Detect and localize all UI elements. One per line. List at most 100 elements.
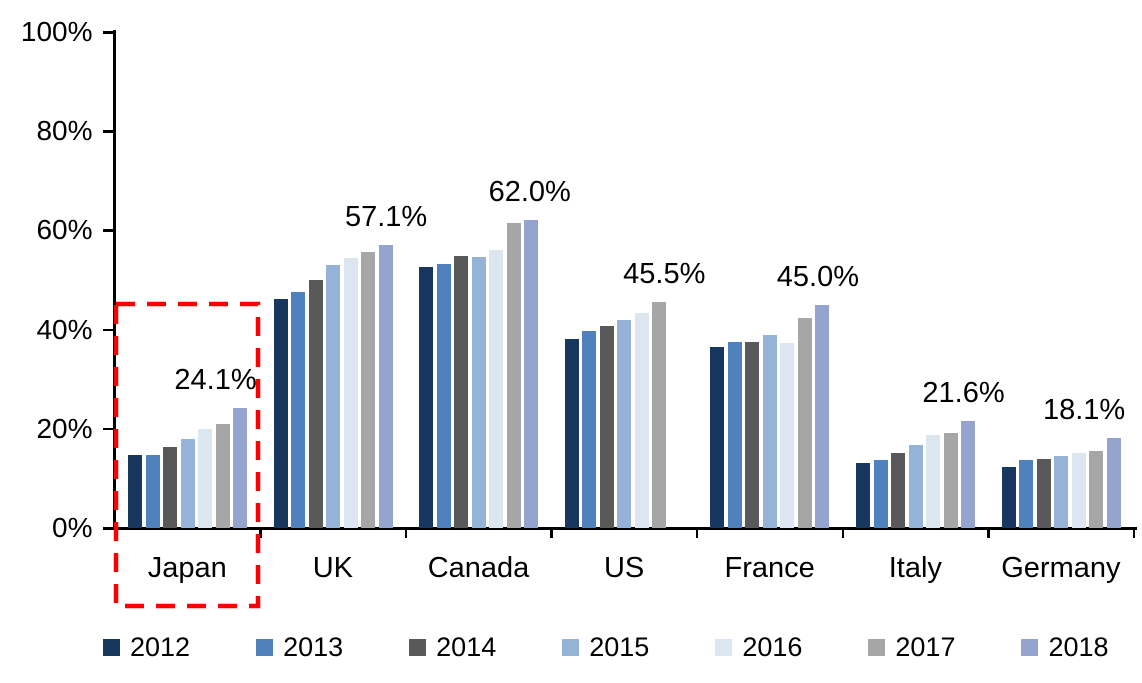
legend-label: 2013 — [283, 632, 344, 662]
bar-italy-2013 — [873, 459, 888, 528]
x-axis-category-label: Canada — [427, 552, 530, 584]
x-axis-tick — [987, 528, 990, 538]
bar-germany-2018 — [1106, 438, 1121, 528]
bar-italy-2018 — [961, 420, 975, 528]
bar-germany-2016 — [1071, 453, 1086, 528]
legend-swatch-2013 — [256, 638, 274, 656]
bar-us-2012 — [564, 339, 579, 528]
legend-swatch-2017 — [868, 638, 886, 656]
bar-germany-2015 — [1054, 456, 1069, 528]
legend-label: 2016 — [742, 632, 803, 662]
bar-canada-2016 — [489, 250, 504, 528]
bar-uk-2013 — [291, 291, 306, 528]
bar-france-2016 — [780, 343, 795, 528]
bar-france-2018 — [815, 304, 830, 528]
bar-japan-2012 — [128, 454, 142, 528]
legend-swatch-2012 — [103, 638, 120, 656]
data-label-canada: 62.0% — [488, 176, 571, 209]
y-axis-tick-label: 60% — [36, 214, 93, 246]
legend-item-2015: 2015 — [562, 632, 649, 662]
x-axis-category-label: Germany — [1001, 552, 1121, 584]
y-axis-tick — [102, 130, 115, 133]
bar-us-2015 — [617, 320, 632, 528]
legend-item-2012: 2012 — [103, 632, 190, 662]
x-axis-tick — [695, 528, 699, 538]
bar-canada-2013 — [436, 264, 451, 528]
bar-japan-2015 — [180, 439, 195, 528]
y-axis-tick — [102, 427, 115, 431]
y-axis-tick — [102, 31, 115, 34]
bar-france-2015 — [762, 334, 777, 528]
data-label-france: 45.0% — [776, 260, 859, 293]
legend-label: 2012 — [130, 632, 191, 662]
data-label-italy: 21.6% — [922, 376, 1005, 409]
bar-canada-2014 — [454, 256, 469, 528]
x-axis-category-label: UK — [312, 552, 354, 584]
bar-us-2016 — [634, 313, 649, 528]
legend-item-2018: 2018 — [1021, 632, 1109, 662]
legend: 2012 2013 2014 2015 2016 2017 2018 — [103, 632, 1113, 662]
bar-japan-2018 — [233, 408, 247, 528]
x-axis-category-label: Italy — [888, 552, 942, 584]
x-axis-category-label: US — [603, 552, 645, 584]
bar-italy-2015 — [908, 445, 923, 528]
x-axis-tick — [259, 528, 262, 538]
bar-us-2013 — [582, 331, 597, 528]
bar-uk-2015 — [326, 265, 341, 528]
bar-uk-2016 — [343, 257, 358, 528]
bar-japan-2017 — [215, 424, 230, 528]
y-axis-tick — [102, 527, 115, 530]
legend-swatch-2015 — [562, 638, 580, 656]
bar-france-2012 — [710, 346, 725, 528]
y-axis-tick-label: 80% — [36, 115, 93, 147]
bar-germany-2013 — [1019, 460, 1034, 528]
y-axis-tick-label: 0% — [52, 512, 93, 543]
y-axis-tick — [102, 229, 115, 232]
bar-canada-2015 — [471, 257, 486, 528]
bar-us-2014 — [599, 325, 614, 528]
bar-canada-2018 — [524, 220, 539, 528]
bar-uk-2018 — [378, 244, 393, 528]
bar-us-2017 — [652, 302, 667, 528]
y-axis-tick-label: 100% — [20, 16, 93, 47]
legend-swatch-2014 — [409, 638, 427, 656]
x-axis-tick — [1132, 528, 1136, 538]
bar-uk-2012 — [273, 299, 288, 528]
y-axis-tick-label: 40% — [36, 313, 93, 345]
legend-label: 2017 — [895, 632, 956, 662]
data-label-us: 45.5% — [623, 258, 706, 291]
bar-italy-2016 — [926, 434, 940, 528]
legend-item-2017: 2017 — [868, 632, 955, 662]
data-label-japan: 24.1% — [174, 364, 257, 397]
bar-japan-2016 — [198, 428, 212, 528]
bar-italy-2012 — [856, 463, 870, 528]
data-label-germany: 18.1% — [1042, 394, 1126, 427]
bar-canada-2012 — [419, 266, 434, 528]
legend-label: 2014 — [436, 632, 497, 662]
bar-japan-2014 — [163, 446, 177, 528]
bar-japan-2013 — [145, 454, 160, 528]
bar-germany-2017 — [1089, 450, 1104, 528]
x-axis-tick — [550, 528, 553, 538]
x-axis-tick — [841, 528, 844, 538]
legend-label: 2015 — [589, 632, 650, 662]
bar-canada-2017 — [506, 222, 521, 528]
bar-uk-2014 — [308, 280, 323, 528]
bar-france-2017 — [797, 318, 812, 528]
legend-item-2016: 2016 — [715, 632, 802, 662]
bar-italy-2017 — [943, 433, 958, 528]
x-axis-tick — [404, 528, 408, 538]
legend-label: 2018 — [1048, 632, 1109, 662]
bar-germany-2014 — [1036, 459, 1051, 528]
data-label-uk: 57.1% — [344, 200, 428, 233]
x-axis-category-label: France — [724, 552, 815, 584]
japan-highlight-box — [113, 301, 261, 609]
bar-italy-2014 — [891, 452, 905, 528]
y-axis-tick-label: 20% — [36, 412, 93, 444]
legend-item-2013: 2013 — [256, 632, 343, 662]
y-axis-tick — [102, 328, 115, 332]
bar-uk-2017 — [361, 251, 376, 528]
bar-france-2014 — [745, 342, 760, 528]
x-axis-category-label: Japan — [147, 552, 227, 584]
legend-item-2014: 2014 — [409, 632, 496, 662]
